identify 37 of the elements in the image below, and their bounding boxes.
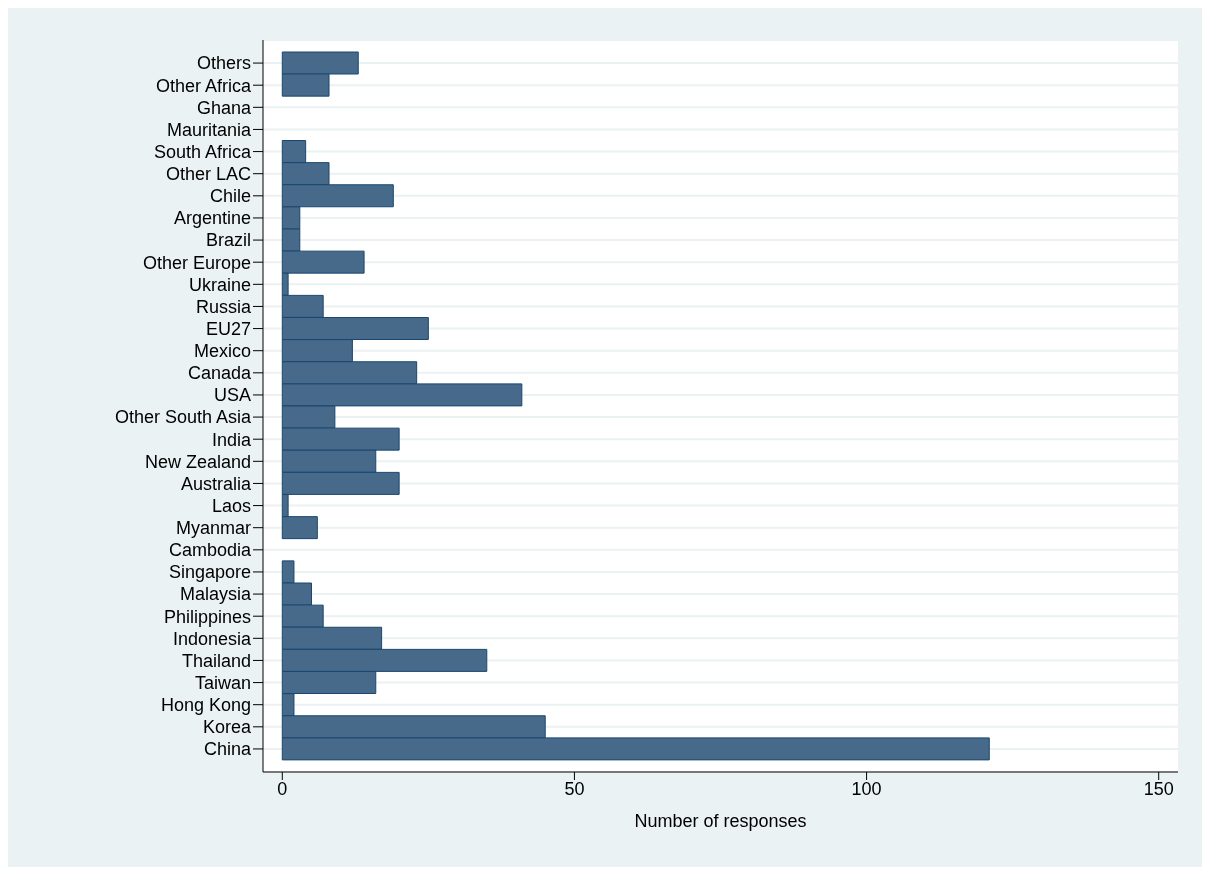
- y-tick-label: Philippines: [163, 606, 251, 627]
- y-tick-label: India: [211, 429, 252, 450]
- y-tick-label: Indonesia: [172, 628, 252, 649]
- y-tick-label: Mauritania: [166, 119, 252, 140]
- x-tick-label: 0: [277, 778, 288, 799]
- y-tick-label: Brazil: [205, 230, 251, 251]
- y-tick-label: Singapore: [168, 562, 251, 583]
- y-tick-label: Other Europe: [142, 252, 251, 273]
- y-tick-label: Others: [196, 53, 251, 74]
- y-tick-label: Ukraine: [188, 274, 251, 295]
- y-tick-label: Ghana: [196, 97, 252, 118]
- y-tick-label: Mexico: [193, 341, 251, 362]
- x-tick-label: 100: [851, 778, 882, 799]
- y-tick-label: Hong Kong: [160, 695, 251, 716]
- y-tick-label: Cambodia: [168, 540, 252, 561]
- y-tick-label: China: [203, 739, 252, 760]
- y-tick-label: South Africa: [153, 141, 252, 162]
- x-axis-title: Number of responses: [634, 811, 807, 831]
- y-tick-label: Other Africa: [155, 75, 252, 96]
- y-tick-label: New Zealand: [144, 451, 251, 472]
- y-tick-label: Other South Asia: [114, 407, 252, 428]
- y-tick-label: Laos: [211, 495, 251, 516]
- y-tick-label: Other LAC: [165, 164, 251, 185]
- y-tick-label: Thailand: [181, 650, 251, 671]
- y-tick-label: Taiwan: [194, 672, 251, 693]
- y-tick-label: Myanmar: [175, 518, 251, 539]
- y-tick-label: EU27: [205, 318, 251, 339]
- y-tick-label: USA: [213, 385, 251, 406]
- y-tick-label: Chile: [209, 186, 251, 207]
- y-tick-label: Malaysia: [179, 584, 252, 605]
- y-tick-label: Korea: [202, 717, 252, 738]
- y-tick-label: Australia: [180, 473, 252, 494]
- x-tick-label: 150: [1143, 778, 1174, 799]
- y-tick-label: Argentine: [173, 208, 251, 229]
- y-tick-label: Canada: [187, 363, 252, 384]
- y-tick-label: Russia: [195, 296, 252, 317]
- x-tick-label: 50: [564, 778, 585, 799]
